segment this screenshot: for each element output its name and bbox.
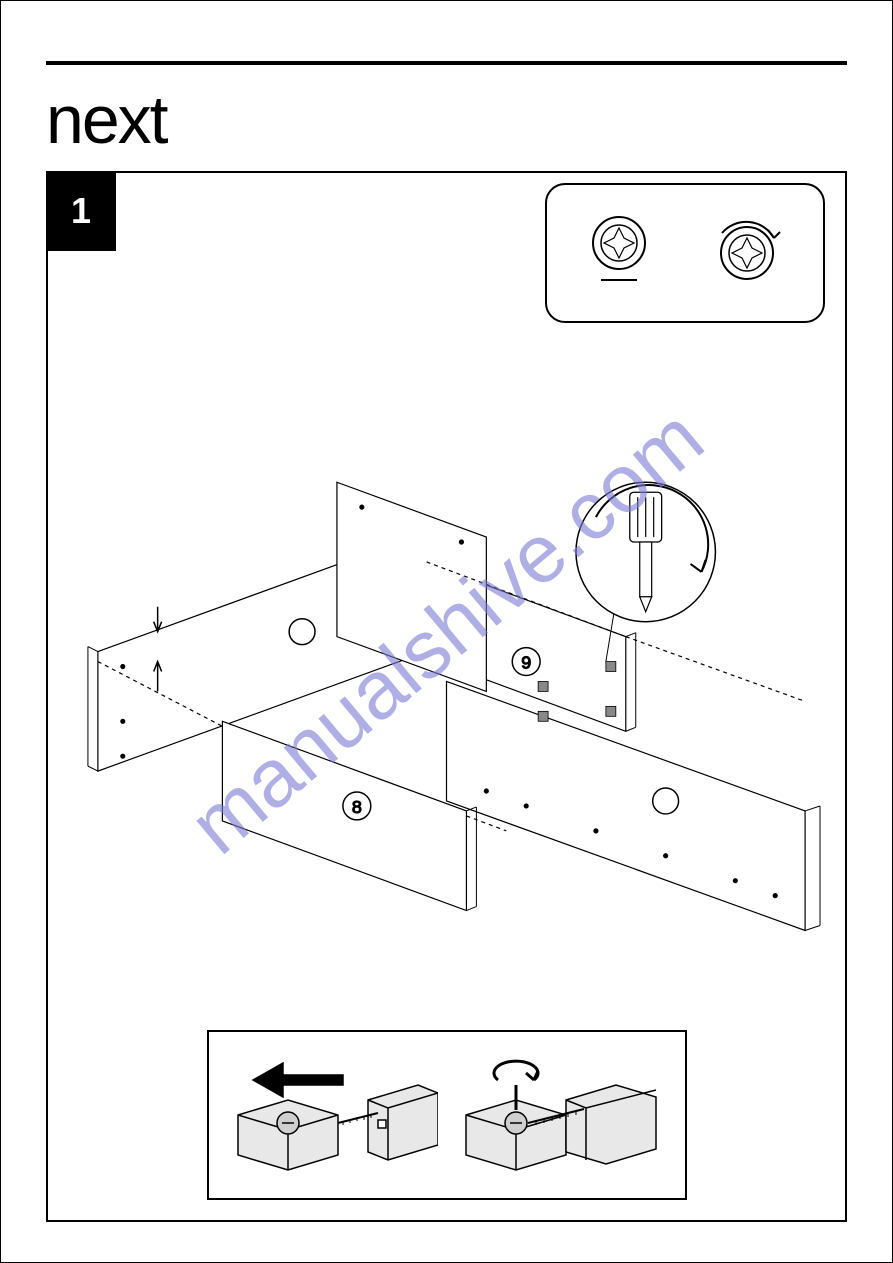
assembly-svg: 8 9 bbox=[68, 343, 825, 1000]
panel-label-circle bbox=[289, 619, 315, 645]
panel-8 bbox=[222, 721, 466, 910]
main-frame: 1 bbox=[46, 171, 847, 1222]
step-number-badge: 1 bbox=[46, 171, 116, 251]
panel-8-text: 8 bbox=[352, 797, 362, 817]
brand-logo: next bbox=[46, 81, 167, 159]
cam-rotate-icon bbox=[456, 1045, 666, 1185]
cam-insert-icon bbox=[228, 1045, 438, 1185]
assembly-diagram: 8 9 bbox=[68, 343, 825, 1000]
phillips-screw-rotate-icon bbox=[702, 208, 792, 298]
cam-lock-detail bbox=[207, 1030, 687, 1200]
panel-label-circle bbox=[653, 788, 679, 814]
top-rule bbox=[46, 61, 847, 65]
tool-hint-box bbox=[545, 183, 825, 323]
step-number: 1 bbox=[71, 190, 91, 232]
panel-9-text: 9 bbox=[521, 653, 531, 673]
page: next 1 bbox=[0, 0, 893, 1263]
phillips-screw-icon bbox=[579, 208, 659, 298]
